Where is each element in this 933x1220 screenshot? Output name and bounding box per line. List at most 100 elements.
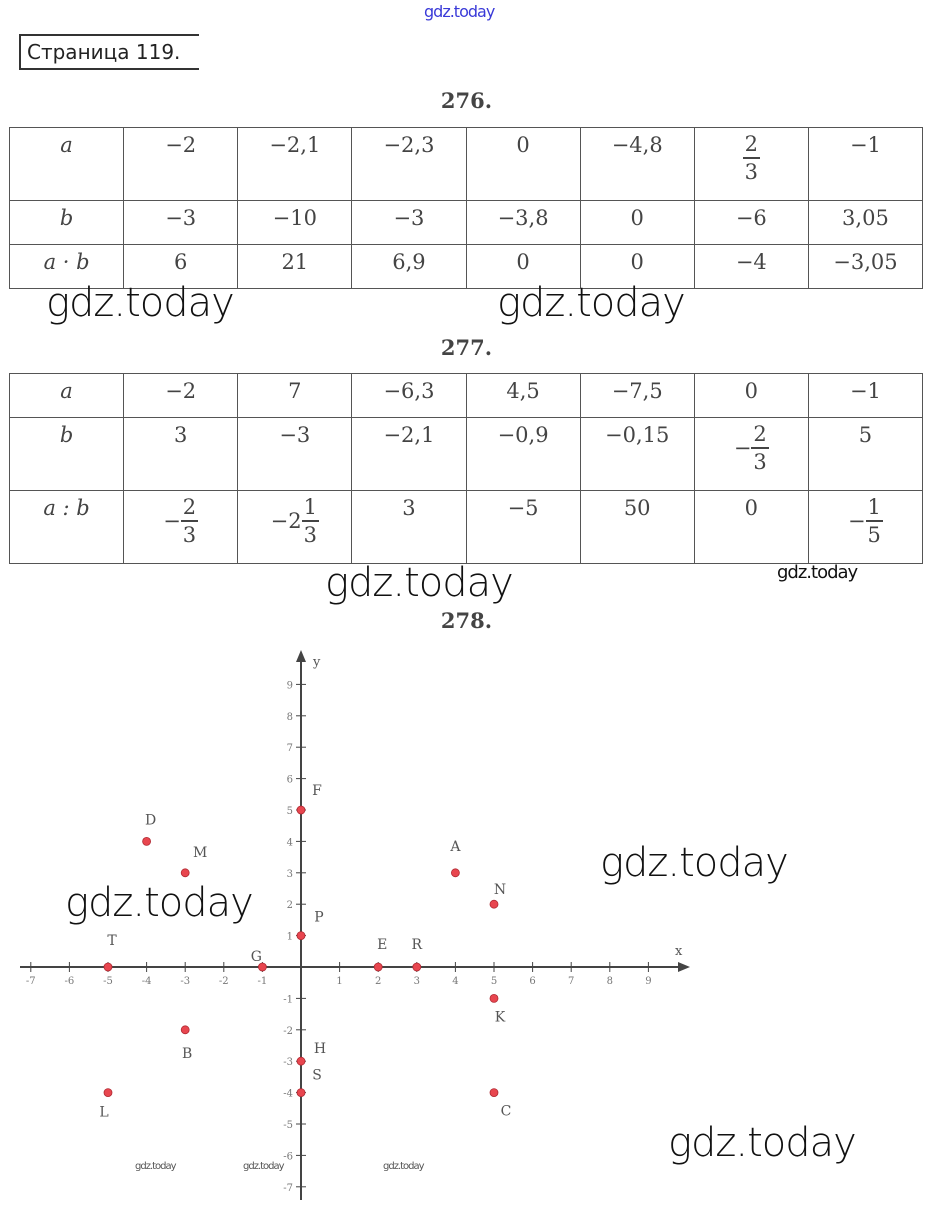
- y-tick-label: 9: [287, 680, 293, 691]
- point-label-N: N: [494, 882, 506, 898]
- point-D: [142, 836, 152, 846]
- x-axis-arrow-icon: [678, 962, 690, 972]
- table-cell: −2,1: [351, 417, 467, 491]
- watermark: gdz.today: [135, 1161, 177, 1172]
- table-cell: 0: [465, 244, 581, 289]
- point-K: [489, 993, 499, 1003]
- exercise-278-title: 278.: [440, 608, 493, 633]
- table-cell: −6: [693, 200, 809, 245]
- exercise-276-table: a −2 −2,1 −2,3 0 −4,8 2 3 −1 b −3 −10 −3 −3,8 0 −6 3,05 a…: [8, 127, 924, 289]
- fraction-denominator: 3: [303, 523, 317, 548]
- watermark: gdz.today: [325, 560, 514, 606]
- point-C: [489, 1088, 499, 1098]
- point-label-C: C: [501, 1104, 512, 1120]
- table-cell: −2: [123, 127, 239, 201]
- point-E: [373, 962, 383, 972]
- x-tick-label: 2: [375, 976, 381, 987]
- table-cell: −1 5: [807, 490, 924, 564]
- x-tick-label: -6: [65, 976, 75, 987]
- x-tick-label: 8: [607, 976, 613, 987]
- watermark: gdz.today: [600, 840, 789, 886]
- table-cell: −4: [693, 244, 809, 289]
- table-cell: −2 1 3: [237, 490, 353, 564]
- fraction-numerator: 2: [742, 133, 760, 160]
- table-cell: 6: [123, 244, 239, 289]
- y-tick-label: 6: [287, 775, 293, 786]
- table-cell: −5: [465, 490, 581, 564]
- watermark: gdz.today: [243, 1161, 285, 1172]
- point-label-G: G: [251, 949, 262, 965]
- y-axis-label: y: [312, 655, 321, 670]
- point-label-K: K: [495, 1009, 506, 1025]
- point-label-T: T: [107, 933, 117, 949]
- table-cell: −4,8: [579, 127, 695, 201]
- point-label-H: H: [314, 1041, 326, 1057]
- fraction-denominator: 3: [744, 160, 758, 185]
- point-A: [450, 868, 460, 878]
- point-label-F: F: [312, 783, 322, 799]
- row-header: a: [8, 373, 125, 418]
- table-cell: −10: [237, 200, 353, 245]
- fraction-denominator: 5: [867, 523, 881, 548]
- point-H: [296, 1056, 306, 1066]
- coordinate-plane: x y -7 -6 -5 -4 -3 -2 -1 1 2 3 4 5 6 7 8 9 -7 -6 -5 -4 -3 -2 -1 1…: [20, 650, 690, 1200]
- x-axis-label: x: [675, 944, 683, 959]
- watermark: gdz.today: [65, 880, 254, 926]
- table-cell: −3: [351, 200, 467, 245]
- point-N: [489, 899, 499, 909]
- table-cell: −3,05: [807, 244, 924, 289]
- exercise-277-table: a −2 7 −6,3 4,5 −7,5 0 −1 b 3 −3 −2,1 −0,9 −0,15−2 3 5 a…: [8, 373, 924, 564]
- table-cell: −1: [807, 127, 924, 201]
- table-row: a · b 6 21 6,9 0 0 −4 −3,05: [8, 244, 924, 289]
- table-cell: −2,1: [237, 127, 353, 201]
- watermark: gdz.today: [46, 280, 235, 326]
- table-cell: 6,9: [351, 244, 467, 289]
- table-cell: 21: [237, 244, 353, 289]
- table-cell: 0: [579, 200, 695, 245]
- table-cell: −6,3: [351, 373, 467, 418]
- table-cell: 4,5: [465, 373, 581, 418]
- point-label-B: B: [182, 1046, 192, 1062]
- y-tick-label: -6: [283, 1151, 293, 1162]
- row-header: a · b: [8, 244, 125, 289]
- exercise-276-title: 276.: [440, 88, 493, 113]
- y-tick-label: 5: [287, 806, 293, 817]
- x-tick-label: 3: [414, 976, 420, 987]
- y-tick-label: 3: [287, 869, 293, 880]
- table-cell: −0,9: [465, 417, 581, 491]
- y-tick-label: 7: [287, 743, 293, 754]
- y-tick-label: -1: [283, 994, 293, 1005]
- table-cell: 7: [237, 373, 353, 418]
- point-S: [296, 1088, 306, 1098]
- fraction-sign: −: [163, 509, 181, 533]
- fraction-numerator: 2: [751, 423, 769, 450]
- watermark: gdz.today: [424, 2, 495, 21]
- table-row: a −2 −2,1 −2,3 0 −4,8 2 3 −1: [8, 127, 924, 201]
- table-cell: 5: [807, 417, 924, 491]
- point-M: [180, 868, 190, 878]
- x-tick-label: 9: [645, 976, 651, 987]
- table-cell: −3,8: [465, 200, 581, 245]
- fraction-sign: −: [270, 509, 289, 533]
- y-tick-label: -5: [283, 1120, 293, 1131]
- y-tick-label: 1: [287, 932, 293, 943]
- point-label-L: L: [99, 1105, 108, 1121]
- point-P: [296, 931, 306, 941]
- page-label: Страница 119.: [19, 34, 199, 70]
- table-cell: −3: [237, 417, 353, 491]
- table-cell: 3,05: [807, 200, 924, 245]
- x-tick-label: -2: [219, 976, 229, 987]
- fraction-denominator: 3: [182, 523, 197, 548]
- point-G: [257, 962, 267, 972]
- point-T: [103, 962, 113, 972]
- point-label-M: M: [193, 845, 207, 861]
- watermark: gdz.today: [777, 562, 858, 583]
- y-tick-label: -3: [283, 1057, 293, 1068]
